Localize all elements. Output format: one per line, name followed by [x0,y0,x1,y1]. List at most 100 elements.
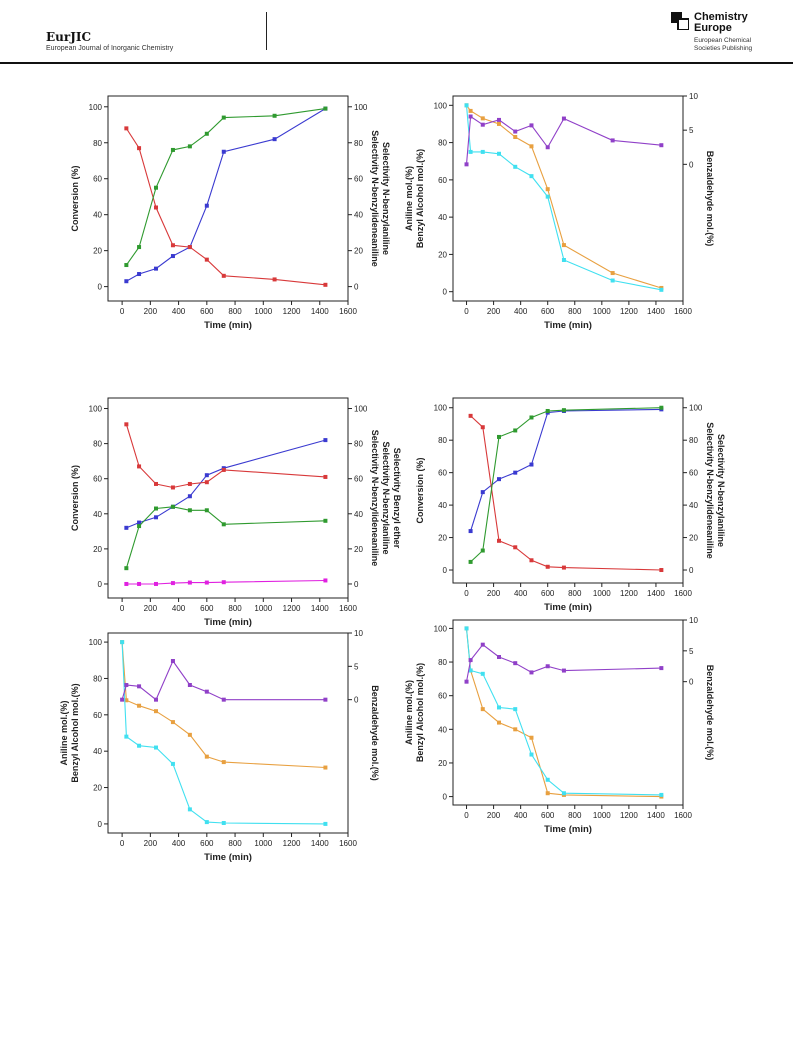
data-point-benzyl-alcohol-mol [529,752,534,757]
x-tick-label: 0 [120,839,125,848]
x-tick-label: 1600 [674,811,692,820]
data-point-benzaldehyde-mol [124,683,129,687]
data-point-selectivity-n-benzylideneaniline [124,422,129,427]
y-left-axis-label-aniline-mol: Aniline mol.(%) [404,166,414,231]
y-right-tick-label: 100 [689,404,703,413]
y-right-tick-label: 0 [689,160,694,169]
series-line-benzyl-alcohol-mol [121,642,326,825]
data-point-selectivity-benzyl-ether [187,580,192,585]
data-point-selectivity-n-benzylaniline [204,131,209,136]
y-left-tick-label: 80 [93,139,102,148]
journal-subtitle: European Journal of Inorganic Chemistry [46,45,174,52]
data-point-benzaldehyde-mol [468,114,473,119]
y-left-tick-label: 0 [443,288,448,297]
data-point-benzaldehyde-mol [204,689,209,694]
y-left-tick-label: 20 [438,759,447,768]
data-point-aniline-mol [323,765,328,770]
data-point-benzyl-alcohol-mol [187,807,192,812]
data-point-selectivity-n-benzylaniline [497,434,501,439]
data-point-selectivity-n-benzylaniline [529,415,534,420]
journal-brand: EurJIC [46,30,92,44]
data-point-selectivity-n-benzylaniline [323,518,328,523]
data-point-selectivity-n-benzylideneaniline [187,245,192,250]
data-point-selectivity-benzyl-ether [137,581,142,586]
data-point-aniline-mol [497,121,501,126]
data-point-selectivity-n-benzylaniline [170,147,175,152]
series-line-selectivity-n-benzylideneaniline [125,424,326,489]
x-tick-label: 1200 [283,839,301,848]
x-tick-label: 200 [487,307,501,316]
data-point-aniline-mol [170,720,175,725]
y-left-tick-label: 40 [93,747,102,756]
publisher-sub-line1: European Chemical [694,37,752,44]
data-point-selectivity-n-benzylideneaniline [124,126,129,131]
data-point-selectivity-n-benzylaniline [170,504,175,509]
data-point-benzaldehyde-mol [659,666,664,671]
data-point-selectivity-n-benzylaniline [154,506,158,511]
y-right-tick-label: 40 [689,501,698,510]
data-point-benzyl-alcohol-mol [468,149,473,154]
header-rule [0,62,793,64]
data-point-aniline-mol [497,720,501,725]
data-point-selectivity-benzyl-ether [170,581,175,586]
data-point-benzyl-alcohol-mol [659,792,664,797]
data-point-conversion [137,272,142,277]
y-right-tick-label: 5 [689,647,694,656]
y-left-tick-label: 100 [434,101,448,110]
data-point-selectivity-n-benzylideneaniline [659,568,664,573]
data-point-benzyl-alcohol-mol [529,174,534,179]
x-tick-label: 0 [120,604,125,613]
data-point-conversion [497,477,501,482]
data-point-selectivity-benzyl-ether [154,581,158,586]
data-point-selectivity-n-benzylaniline [468,559,473,564]
y-left-tick-label: 40 [438,213,447,222]
data-point-selectivity-benzyl-ether [221,580,226,585]
data-point-selectivity-n-benzylaniline [137,524,142,529]
x-tick-label: 1000 [593,589,611,598]
x-tick-label: 800 [228,307,242,316]
x-tick-label: 1600 [339,839,357,848]
plot-frame [452,397,684,584]
data-point-benzyl-alcohol-mol [480,671,485,676]
data-point-conversion [154,515,158,520]
data-point-selectivity-n-benzylideneaniline [187,481,192,486]
data-point-selectivity-n-benzylaniline [187,508,192,513]
data-point-selectivity-n-benzylideneaniline [561,565,566,570]
data-point-benzaldehyde-mol [323,697,328,702]
data-point-conversion [272,137,277,142]
y-right-tick-label: 20 [689,534,698,543]
data-point-selectivity-n-benzylaniline [480,548,485,553]
y-right-axis-label-selectivity-n-benzylideneaniline: Selectivity N-benzylideneaniline [370,130,380,267]
data-point-aniline-mol [545,791,550,796]
x-tick-label: 0 [464,307,469,316]
y-right-tick-label: 10 [689,92,698,101]
data-point-benzyl-alcohol-mol [545,194,550,199]
plot-frame [107,632,349,834]
plot-frame [107,95,349,302]
y-right-tick-label: 60 [354,175,363,184]
y-right-axis-label-benzaldehyde-mol: Benzaldehyde mol.(%) [705,151,715,247]
x-tick-label: 1400 [647,307,665,316]
data-point-benzyl-alcohol-mol [468,668,473,673]
x-tick-label: 1000 [254,839,272,848]
y-left-tick-label: 40 [438,725,447,734]
y-right-axis-label-selectivity-n-benzylideneaniline: Selectivity N-benzylideneaniline [370,430,380,567]
y-left-tick-label: 60 [438,176,447,185]
data-point-selectivity-benzyl-ether [323,578,328,583]
y-left-tick-label: 80 [438,139,447,148]
x-tick-label: 1200 [620,811,638,820]
data-point-benzaldehyde-mol [545,664,550,669]
y-left-tick-label: 80 [438,658,447,667]
data-point-aniline-mol [204,754,209,759]
data-point-conversion [204,473,209,478]
data-point-conversion [221,149,226,154]
y-right-tick-label: 40 [354,510,363,519]
data-point-benzyl-alcohol-mol [513,164,518,169]
series-line-aniline-mol [466,104,662,289]
data-point-benzaldehyde-mol [513,661,518,666]
data-point-selectivity-n-benzylaniline [154,185,158,190]
data-point-benzaldehyde-mol [480,642,485,647]
